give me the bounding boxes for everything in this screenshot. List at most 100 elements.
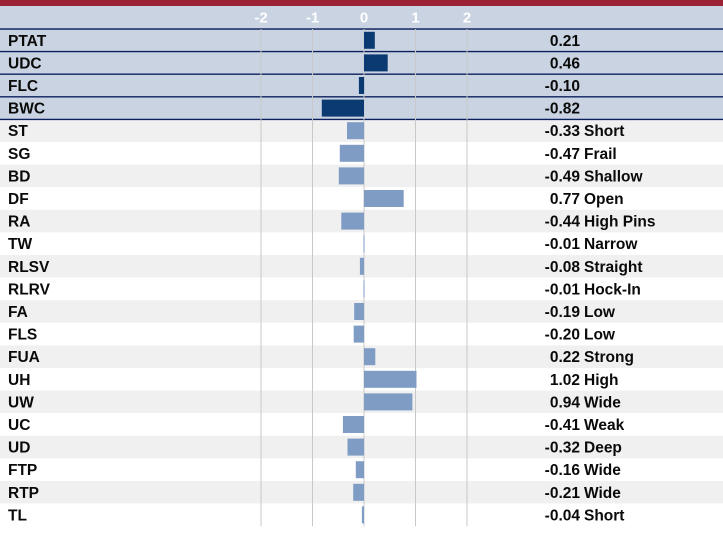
trait-label: UDC [8,55,42,72]
trait-label: FLC [8,78,38,95]
trait-label: RLSV [8,259,50,276]
trait-label: TL [8,507,27,524]
trait-label: RA [8,214,30,231]
value-bar [364,370,417,388]
value-bar [353,325,364,343]
value-bar [364,348,376,366]
trait-label: UH [8,372,30,389]
trait-row: DF 0.77 Open [0,187,723,210]
trait-label: ST [8,123,28,140]
trait-label: UW [8,394,34,411]
value-bar [341,212,364,230]
trait-row: TW -0.01 Narrow [0,232,723,255]
row-background [0,29,723,52]
trait-label: RLRV [8,281,51,298]
value-label: -0.01 [545,281,581,298]
value-label: -0.20 [545,327,580,344]
value-bar [342,416,364,433]
value-bar [361,506,364,524]
trait-row: TL -0.04 Short [0,503,723,527]
value-bar [358,77,365,94]
descriptor-label: High Pins [584,214,655,231]
trait-label: BWC [8,101,45,118]
value-label: 1.02 [550,372,580,389]
row-background [0,368,723,391]
value-label: 0.22 [550,349,580,366]
value-label: -0.04 [545,507,581,524]
value-label: 0.21 [550,33,581,50]
trait-label: FA [8,304,28,321]
row-background [0,187,723,210]
trait-row: UW 0.94 Wide [0,390,723,414]
top-rule [0,0,723,6]
value-label: -0.10 [545,78,580,95]
descriptor-label: Wide [584,462,621,479]
value-label: -0.19 [545,304,581,321]
descriptor-label: Open [584,191,624,208]
trait-label: UD [8,440,30,457]
x-tick-label: 0 [360,10,368,27]
value-bar [364,31,375,49]
descriptor-label: Low [584,327,616,344]
x-axis-ticks: -2 -1 0 1 2 [254,10,471,27]
descriptor-label: Weak [584,417,625,434]
value-bar [364,190,404,207]
trait-label: BD [8,168,30,185]
value-bar [355,461,364,479]
trait-row: UH 1.02 High [0,368,723,391]
value-bar [363,280,365,298]
descriptor-label: Short [584,123,624,140]
descriptor-label: Short [584,507,624,524]
descriptor-label: Strong [584,349,634,366]
value-bar [321,99,364,117]
value-label: -0.01 [545,236,581,253]
value-bar [363,235,365,253]
value-label: -0.16 [545,462,581,479]
trait-label: FLS [8,327,37,344]
trait-label: RTP [8,485,39,502]
descriptor-label: Shallow [584,168,644,185]
value-label: -0.21 [545,485,581,502]
row-background [0,277,723,301]
value-label: -0.32 [545,440,580,457]
descriptor-label: Low [584,304,616,321]
trait-label: FUA [8,349,40,366]
trait-label: PTAT [8,33,47,50]
value-label: -0.41 [545,417,581,434]
value-bar [364,393,413,411]
x-tick-label: 2 [463,10,471,27]
value-bar [347,122,364,140]
trait-label: TW [8,236,32,253]
value-label: 0.46 [550,55,581,72]
value-bar [339,144,364,162]
descriptor-label: Frail [584,146,617,163]
descriptor-label: Deep [584,440,622,457]
x-tick-label: -1 [306,10,319,27]
descriptor-label: High [584,372,618,389]
x-tick-label: 1 [411,10,419,27]
trait-label: SG [8,146,30,163]
value-label: -0.82 [545,101,580,118]
value-label: -0.08 [545,259,581,276]
value-bar [359,257,364,275]
value-label: -0.33 [545,123,581,140]
value-bar [347,438,364,456]
value-bar [364,54,388,72]
value-bar [338,167,364,185]
value-label: -0.44 [545,214,581,231]
descriptor-label: Narrow [584,236,638,253]
axis-header [0,6,723,28]
value-label: -0.47 [545,146,580,163]
value-bar [353,483,364,501]
row-background [0,390,723,414]
row-background [0,232,723,255]
value-label: 0.77 [550,191,580,208]
trait-row: PTAT 0.21 [0,29,723,52]
descriptor-label: Wide [584,485,621,502]
trait-row: FUA 0.22 Strong [0,345,723,368]
row-background [0,503,723,527]
value-bar [354,303,364,320]
value-label: -0.49 [545,168,581,185]
row-background [0,51,723,75]
